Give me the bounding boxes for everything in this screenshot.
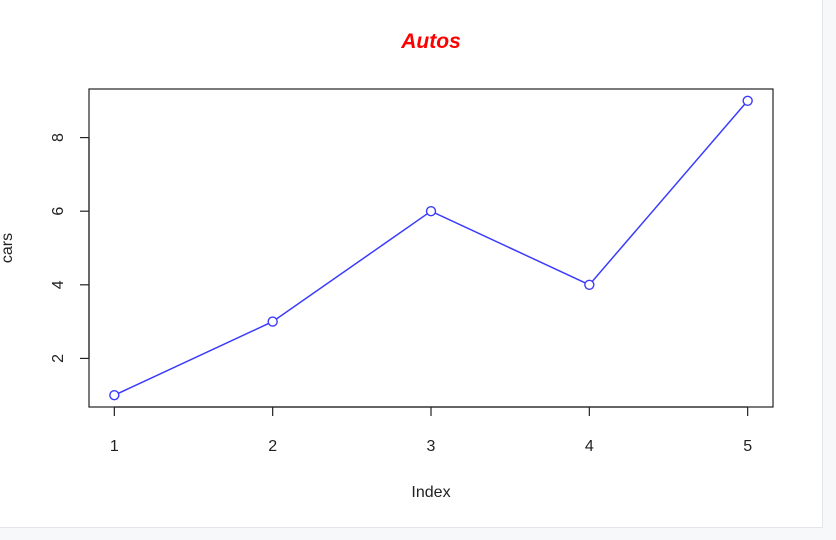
x-tick-label: 5 (743, 438, 752, 455)
y-tick-label: 6 (50, 207, 67, 216)
x-axis-label: Index (411, 484, 450, 501)
y-axis-label: cars (0, 233, 16, 263)
data-points (109, 95, 753, 401)
data-point (267, 316, 278, 327)
y-tick-label: 8 (50, 133, 67, 142)
y-tick-label: 4 (50, 280, 67, 289)
data-point (425, 205, 437, 217)
x-tick-label: 4 (585, 438, 594, 455)
y-tick-label: 2 (50, 354, 67, 363)
chart-title: Autos (400, 30, 461, 53)
series-line (114, 100, 749, 396)
y-axis: 2 4 6 8 (50, 133, 90, 363)
x-tick-label: 2 (268, 438, 277, 455)
line-chart: Autos 1 2 3 4 5 2 4 6 8 Index cars (0, 30, 774, 501)
data-point (109, 390, 120, 401)
x-axis: 1 2 3 4 5 (110, 406, 752, 455)
plot-panel: Autos 1 2 3 4 5 2 4 6 8 Index cars (0, 0, 823, 528)
data-point (742, 95, 753, 106)
x-tick-label: 3 (427, 438, 436, 455)
data-point (584, 279, 595, 291)
x-tick-label: 1 (110, 438, 119, 455)
